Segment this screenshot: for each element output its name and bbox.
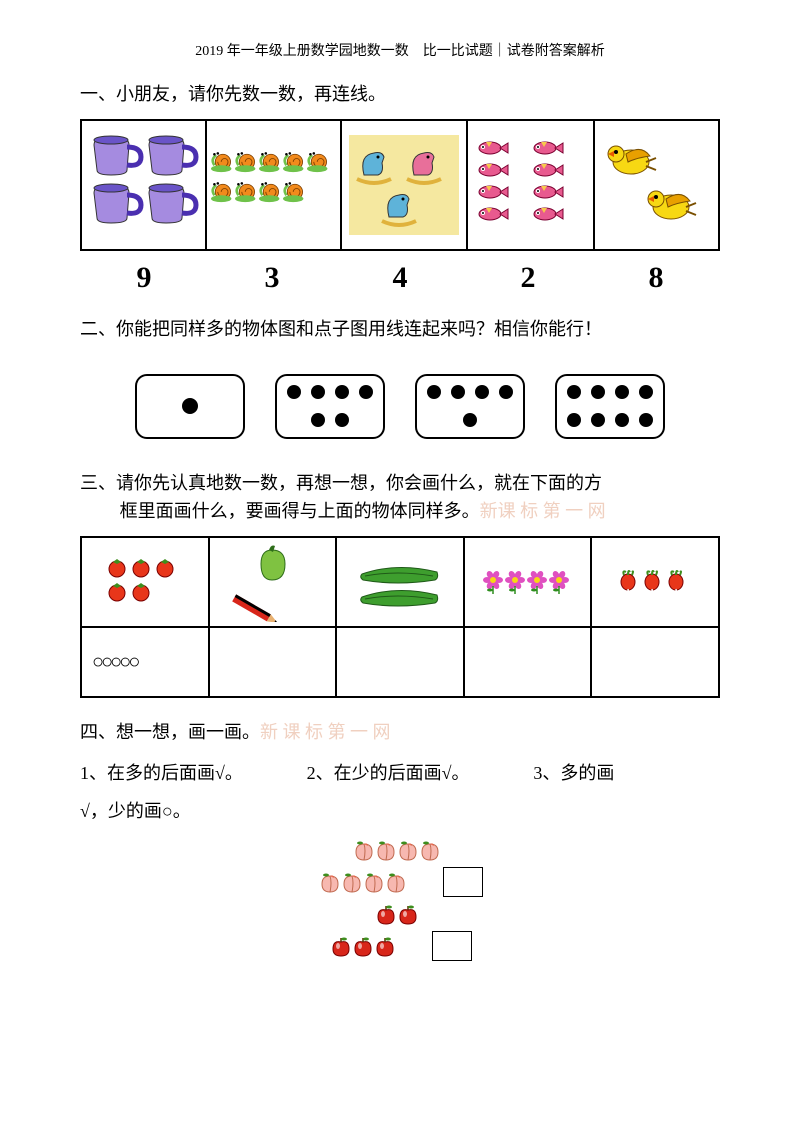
q3-answer-cell [336,627,464,697]
q3-answer-cell [209,627,337,697]
answer-box [443,867,483,897]
dot [335,385,349,399]
dot-box-8 [555,374,665,439]
q3-watermark: 新课 标 第 一 网 [480,501,606,521]
q1-cell-fish [467,120,594,250]
apple-row [373,901,427,927]
answer-circles: ○○○○○ [86,651,204,674]
dot [311,413,325,427]
q3-answer-cell [591,627,719,697]
dot [639,413,653,427]
q3-cell-cucumbers [336,537,464,627]
q1-cell-rocking-horses [341,120,466,250]
dot [451,385,465,399]
q1-number: 2 [521,261,536,295]
q3-table: ○○○○○ [80,536,720,698]
dot [615,413,629,427]
q4-sub3: 3、多的画 [533,759,720,785]
q3-heading-l2: 框里面画什么，要画得与上面的物体同样多。新课 标 第 一 网 [80,497,720,526]
q1-number: 3 [265,261,280,295]
q3-heading: 三、请你先认真地数一数，再想一想，你会画什么，就在下面的方 框里面画什么，要画得… [80,469,720,527]
q4-heading: 四、想一想，画一画。新 课 标 第 一 网 [80,718,720,747]
dot [311,385,325,399]
q4-watermark: 新 课 标 第 一 网 [260,722,391,742]
q3-cell-tomatoes [81,537,209,627]
dot [287,385,301,399]
q3-answer-cell [464,627,592,697]
dot [567,385,581,399]
dot [475,385,489,399]
doc-title: 2019 年一年级上册数学园地数一数 比一比试题｜试卷附答案解析 [80,40,720,60]
q1-table [80,119,720,251]
dot-box-6 [275,374,385,439]
dot-box-5 [415,374,525,439]
q1-number: 8 [649,261,664,295]
apple-row [328,931,472,961]
q1-numbers: 9 3 4 2 8 [80,261,720,295]
dot [615,385,629,399]
dot [359,385,373,399]
q4-sub2: 2、在少的后面画√。 [307,759,494,785]
peach-row [317,867,483,897]
q1-number: 9 [137,261,152,295]
q3-heading-l1: 三、请你先认真地数一数，再想一想，你会画什么，就在下面的方 [80,469,720,498]
q3-heading-l2-text: 框里面画什么，要画得与上面的物体同样多。 [120,501,480,521]
q3-cell-radishes [591,537,719,627]
q3-cell-flowers [464,537,592,627]
dot [335,413,349,427]
dot [463,413,477,427]
q4-subs: 1、在多的后面画√。 2、在少的后面画√。 3、多的画 [80,759,720,785]
q1-number: 4 [393,261,408,295]
dot [591,385,605,399]
q3-cell-pepper [209,537,337,627]
q1-heading: 一、小朋友，请你先数一数，再连线。 [80,80,720,109]
q2-dot-row [80,374,720,439]
dot [427,385,441,399]
q1-cell-snails [206,120,341,250]
q2-heading: 二、你能把同样多的物体图和点子图用线连起来吗？相信你能行！ [80,315,720,344]
q1-cell-cups [81,120,206,250]
dot [499,385,513,399]
q4-sub3-l2: √，少的画○。 [80,797,720,823]
q1-cell-birds [594,120,719,250]
answer-box [432,931,472,961]
q4-heading-text: 四、想一想，画一画。 [80,722,260,742]
dot [591,413,605,427]
q3-answer-cell: ○○○○○ [81,627,209,697]
dot [639,385,653,399]
q4-sub1: 1、在多的后面画√。 [80,759,267,785]
q4-fruits [270,835,530,963]
peach-row [351,837,449,863]
dot [567,413,581,427]
dot-box-1 [135,374,245,439]
dot [182,398,198,414]
